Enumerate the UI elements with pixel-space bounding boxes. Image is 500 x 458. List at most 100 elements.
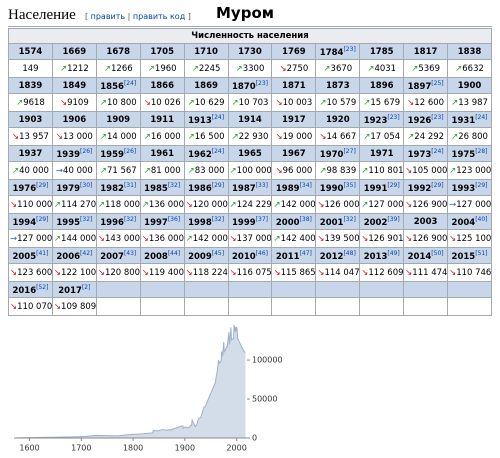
reference: [27]: [343, 147, 356, 155]
year-cell: 2005[41]: [8, 247, 53, 264]
value-cell: ↘120 000: [183, 195, 229, 214]
year: 1911: [150, 114, 174, 125]
population: 120 000: [192, 199, 228, 210]
trend-arrow: ↘: [97, 233, 105, 244]
year: 1979: [56, 183, 81, 194]
population: 40 000: [63, 165, 93, 176]
population: 16 000: [150, 131, 181, 142]
trend-arrow: ↘: [319, 131, 327, 142]
reference: [32]: [343, 215, 356, 223]
year: 2002: [363, 217, 388, 228]
year-cell: 1574: [8, 43, 53, 60]
year-cell: 1911: [139, 111, 185, 128]
year-cell: [183, 281, 229, 298]
value-cell: ↗22 930: [227, 127, 273, 146]
edit-link[interactable]: править: [90, 12, 126, 21]
population: 3670: [330, 63, 353, 74]
trend-arrow: ↘: [53, 301, 62, 312]
value-cell: [139, 297, 185, 316]
reference: [52]: [36, 283, 49, 291]
x-tick-label: 2000: [226, 444, 246, 453]
value-cell: ↗144 000: [51, 229, 97, 248]
year-row: 1903 1906 1909 1911 1913[24] 1914 1917 1920 1923…: [8, 111, 492, 128]
population: 111 474: [412, 267, 448, 278]
population: 26 800: [458, 131, 488, 142]
year-cell: [403, 281, 449, 298]
reference: [48]: [343, 249, 356, 257]
reference: [49]: [387, 249, 400, 257]
value-row: ↘110 070 ↘109 809: [8, 297, 492, 316]
value-cell: ↘12 600: [403, 93, 449, 112]
year-cell: 1931[24]: [447, 111, 492, 128]
year: 2004: [451, 217, 476, 228]
value-cell: ↗110 801: [359, 161, 405, 180]
year: 1785: [369, 46, 394, 57]
reference: [45]: [211, 249, 225, 257]
trend-arrow: ↘: [317, 199, 325, 210]
year-cell: 1987[33]: [227, 179, 273, 196]
reference: [51]: [475, 249, 488, 257]
value-cell: ↗14 000: [95, 127, 141, 146]
population: 144 000: [61, 233, 97, 244]
value-row: ↘110 000 ↗114 270 ↗118 000 ↗136 000 ↘120 000…: [8, 195, 492, 214]
year-cell: 1870[23]: [227, 77, 273, 94]
population: 126 900: [412, 199, 448, 210]
year: 1838: [457, 46, 482, 57]
value-cell: ↘109 809: [51, 297, 97, 316]
trend-arrow: ↘: [97, 267, 105, 278]
trend-arrow: ↘: [59, 97, 68, 108]
year-cell: 2010[46]: [227, 247, 273, 264]
trend-arrow: ↘: [449, 267, 457, 278]
population: 3300: [242, 63, 265, 74]
year: 2016: [12, 285, 37, 296]
year: 1871: [282, 80, 306, 91]
trend-arrow: →: [449, 199, 457, 210]
value-cell: ↘126 900: [403, 195, 449, 214]
trend-arrow: ↘: [317, 233, 325, 244]
year: 1903: [18, 114, 43, 125]
year-row: 1976[29] 1979[30] 1982[31] 1985[32] 1986[29]…: [8, 179, 492, 196]
trend-arrow: ↘: [361, 233, 369, 244]
year: 2001: [319, 217, 344, 228]
trend-arrow: ↘: [405, 267, 413, 278]
year-cell: 2009[45]: [183, 247, 229, 264]
trend-arrow: ↗: [97, 199, 105, 210]
value-cell: ↗10 703: [227, 93, 273, 112]
year: 1913: [188, 115, 212, 126]
year-cell: 2007[43]: [95, 247, 141, 264]
trend-arrow: ↘: [405, 165, 413, 176]
year-cell: 1965: [227, 145, 273, 162]
reference: [25]: [431, 79, 444, 87]
reference: [29]: [36, 215, 49, 223]
year: 2012: [319, 251, 344, 262]
population: 12 600: [414, 97, 445, 108]
reference: [50]: [431, 249, 444, 257]
population: 110 746: [456, 267, 492, 278]
year-cell: 1961: [139, 145, 185, 162]
year-cell: 1997[36]: [139, 213, 185, 230]
value-cell: ↗71 567: [95, 161, 141, 180]
value-cell: ↘125 100: [447, 229, 492, 248]
reference: [32]: [167, 181, 181, 189]
year-cell: 1914: [227, 111, 273, 128]
trend-arrow: ↘: [273, 267, 281, 278]
year: 1971: [369, 148, 394, 159]
year: 1856: [100, 81, 124, 92]
value-cell: ↗24 292: [403, 127, 449, 146]
population: 126 000: [324, 199, 360, 210]
population: 126 901: [368, 233, 404, 244]
trend-arrow: ↗: [103, 63, 111, 74]
edit-code-link[interactable]: править код: [132, 12, 186, 21]
year-cell: 1838: [447, 43, 492, 60]
year-cell: 1991[29]: [359, 179, 405, 196]
year: 1976: [12, 183, 37, 194]
year: 1982: [100, 183, 124, 194]
y-tick-label: 50000: [252, 395, 277, 404]
population: 143 000: [104, 233, 141, 244]
value-row: 149 ↗1212 ↗1266 ↗1960 ↗2245 ↗3300 ↘2750 ↗3670 ↗4…: [8, 59, 492, 78]
trend-arrow: ↗: [191, 63, 199, 74]
year-cell: 2014[50]: [403, 247, 449, 264]
year: 1926: [407, 115, 432, 126]
trend-arrow: ↘: [279, 63, 287, 74]
